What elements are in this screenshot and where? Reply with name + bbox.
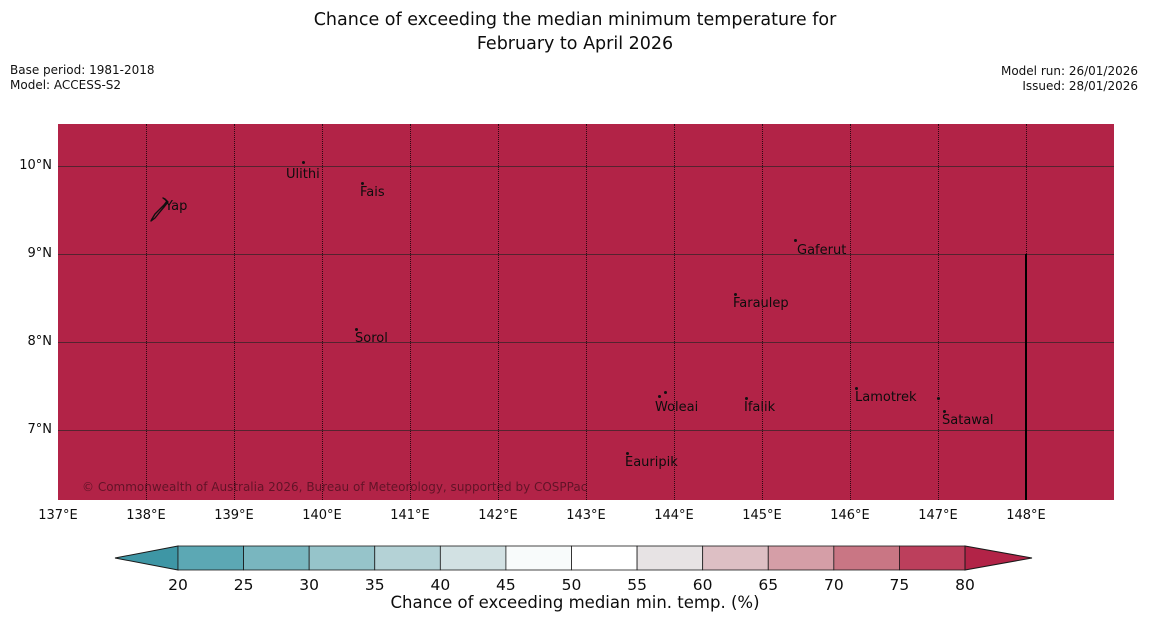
island-label-lamotrek: Lamotrek (855, 390, 917, 405)
longitude-gridline (146, 124, 147, 500)
colorbar-segment (308, 545, 376, 571)
colorbar-tick-label: 35 (365, 576, 385, 594)
colorbar-label: Chance of exceeding median min. temp. (%… (390, 593, 760, 612)
colorbar: 20 25 30 35 40 45 50 55 60 65 70 75 80 (114, 545, 1033, 594)
colorbar-tick-label: 20 (168, 576, 188, 594)
colorbar-tick-label: 40 (430, 576, 450, 594)
longitude-gridline (586, 124, 587, 500)
longitude-gridline (234, 124, 235, 500)
island-label-eauripik: Eauripik (625, 455, 678, 470)
y-tick-label: 9°N (27, 246, 53, 261)
island-marker (355, 328, 358, 331)
island-label-sorol: Sorol (355, 331, 388, 346)
colorbar-under-arrow (114, 545, 179, 571)
latitude-gridline (58, 342, 1114, 343)
x-tick-label: 142°E (478, 508, 518, 523)
colorbar-segment (702, 545, 769, 571)
forecast-map: © Commonwealth of Australia 2026, Bureau… (58, 124, 1114, 500)
island-marker (626, 452, 629, 455)
meta-right: Model run: 26/01/2026 Issued: 28/01/2026 (1001, 64, 1138, 94)
longitude-gridline (762, 124, 763, 500)
island-shape-yap (149, 196, 171, 226)
longitude-gridline (674, 124, 675, 500)
island-label-satawal: Satawal (942, 413, 994, 428)
island-label-woleai: Woleai (655, 400, 699, 415)
island-marker (745, 397, 748, 400)
x-tick-label: 138°E (126, 508, 166, 523)
colorbar-segment (767, 545, 835, 571)
colorbar-segment (636, 545, 704, 571)
longitude-gridline (322, 124, 323, 500)
longitude-gridline (938, 124, 939, 500)
copyright-text: © Commonwealth of Australia 2026, Bureau… (82, 480, 588, 494)
state-boundary-line (1025, 254, 1027, 500)
y-tick-label: 7°N (27, 422, 53, 437)
island-label-ifalik: Ifalik (744, 400, 776, 415)
colorbar-tick-label: 65 (758, 576, 778, 594)
x-tick-label: 140°E (302, 508, 342, 523)
y-tick-label: 10°N (19, 158, 52, 173)
island-marker (943, 410, 946, 413)
island-label-gaferut: Gaferut (797, 243, 847, 258)
island-marker (855, 387, 858, 390)
longitude-gridline (498, 124, 499, 500)
colorbar-tick-label: 80 (955, 576, 975, 594)
y-tick-label: 8°N (27, 334, 53, 349)
island-marker (794, 239, 797, 242)
x-tick-label: 137°E (38, 508, 78, 523)
colorbar-segment (177, 545, 244, 571)
colorbar-segment (571, 545, 638, 571)
colorbar-tick-label: 60 (693, 576, 713, 594)
x-tick-label: 144°E (654, 508, 694, 523)
island-marker (734, 293, 737, 296)
base-period-text: Base period: 1981-2018 (10, 63, 155, 77)
latitude-axis: 10°N 9°N 8°N 7°N (0, 0, 52, 644)
x-tick-label: 147°E (918, 508, 958, 523)
colorbar-tick-label: 25 (234, 576, 254, 594)
latitude-gridline (58, 430, 1114, 431)
longitude-gridline (850, 124, 851, 500)
x-tick-label: 145°E (742, 508, 782, 523)
figure-title-line1: Chance of exceeding the median minimum t… (313, 10, 837, 30)
x-tick-label: 141°E (390, 508, 430, 523)
issued-text: Issued: 28/01/2026 (1022, 79, 1138, 93)
colorbar-tick-label: 55 (627, 576, 647, 594)
meta-left: Base period: 1981-2018 Model: ACCESS-S2 (10, 63, 155, 93)
figure-title-line2: February to April 2026 (476, 34, 674, 54)
longitude-gridline (410, 124, 411, 500)
colorbar-tick-label: 30 (299, 576, 319, 594)
model-text: Model: ACCESS-S2 (10, 78, 122, 92)
colorbar-segment (374, 545, 441, 571)
model-run-text: Model run: 26/01/2026 (1000, 64, 1138, 78)
colorbar-segment (833, 545, 900, 571)
island-label-yap: Yap (165, 199, 188, 214)
figure-title: Chance of exceeding the median minimum t… (0, 8, 1150, 56)
island-marker (302, 161, 305, 164)
island-marker (937, 397, 940, 400)
island-label-ulithi: Ulithi (286, 167, 320, 182)
island-marker (658, 395, 661, 398)
latitude-gridline (58, 254, 1114, 255)
island-label-faraulep: Faraulep (733, 296, 789, 311)
island-marker (361, 182, 364, 185)
longitude-axis: 137°E 138°E 139°E 140°E 141°E 142°E 143°E 144°E… (0, 508, 1150, 528)
colorbar-tick-label: 50 (562, 576, 582, 594)
colorbar-tick-label: 45 (496, 576, 516, 594)
x-tick-label: 143°E (566, 508, 606, 523)
island-label-fais: Fais (360, 185, 385, 200)
colorbar-segment (505, 545, 572, 571)
colorbar-tick-label: 75 (890, 576, 910, 594)
colorbar-segment (899, 545, 966, 571)
latitude-gridline (58, 166, 1114, 167)
colorbar-over-arrow (964, 545, 1033, 571)
x-tick-label: 146°E (830, 508, 870, 523)
x-tick-label: 139°E (214, 508, 254, 523)
island-marker (664, 391, 667, 394)
x-tick-label: 148°E (1006, 508, 1046, 523)
colorbar-tick-label: 70 (824, 576, 844, 594)
colorbar-segment (243, 545, 310, 571)
colorbar-segment (439, 545, 507, 571)
